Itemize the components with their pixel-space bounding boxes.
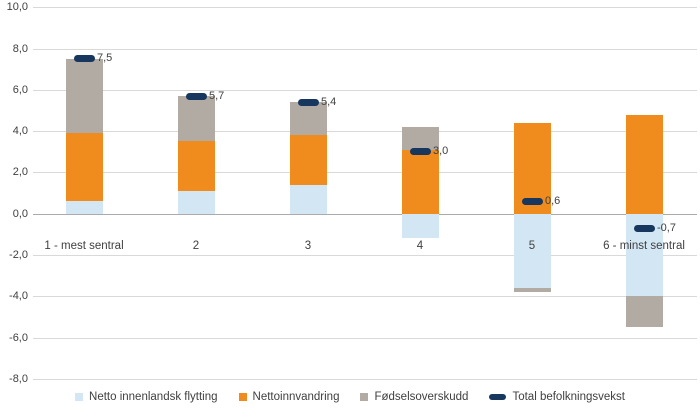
bar-segment <box>401 213 439 239</box>
chart-legend: Netto innenlandsk flytting Nettoinnvandr… <box>0 391 700 403</box>
legend-swatch-fodselsoverskudd <box>360 393 369 401</box>
legend-label: Netto innenlandsk flytting <box>89 391 218 403</box>
y-axis-tick-label: 6,0 <box>12 83 28 96</box>
bar-segment <box>401 149 439 214</box>
total-value-label: 5,7 <box>209 89 225 102</box>
total-marker <box>73 55 95 63</box>
y-axis-tick-label: 8,0 <box>12 42 28 55</box>
total-value-label: 7,5 <box>97 52 113 65</box>
x-axis-category-label: 2 <box>192 240 200 252</box>
total-marker <box>521 197 543 205</box>
bar-segment <box>177 141 215 191</box>
bar-segment <box>625 114 663 214</box>
legend-item-nettoinnvandring: Nettoinnvandring <box>238 391 340 403</box>
legend-item-netto-innenlandsk-flytting: Netto innenlandsk flytting <box>75 391 218 403</box>
y-axis-tick-label: -8,0 <box>9 372 28 385</box>
total-value-label: 0,6 <box>545 194 561 207</box>
y-axis-tick-label: -4,0 <box>9 290 28 303</box>
bar-segment <box>625 296 663 328</box>
y-axis-tick-label: 0,0 <box>12 207 28 220</box>
legend-label: Total befolkningsvekst <box>512 391 625 403</box>
bar-segment <box>289 184 327 214</box>
legend-item-fodselsoverskudd: Fødselsoverskudd <box>360 391 468 403</box>
bar-segment <box>177 96 215 142</box>
zero-gridline <box>33 213 697 215</box>
y-axis-tick-label: -6,0 <box>9 331 28 344</box>
total-marker <box>185 92 207 100</box>
bar-segment <box>65 201 103 214</box>
gridline <box>33 89 697 91</box>
total-marker <box>409 148 431 156</box>
total-value-label: 5,4 <box>321 95 337 108</box>
gridline <box>33 255 697 256</box>
x-axis-category-label: 4 <box>416 240 424 252</box>
bar-segment <box>65 58 103 134</box>
legend-swatch-nettoinnvandring <box>238 393 247 401</box>
x-axis-category-label: 1 - mest sentral <box>44 240 124 252</box>
total-value-label: -0,7 <box>657 221 676 234</box>
x-axis-category-label: 5 <box>528 240 536 252</box>
gridline <box>33 296 697 298</box>
bar-segment <box>65 133 103 202</box>
gridline <box>33 378 697 380</box>
legend-label: Fødselsoverskudd <box>374 391 469 403</box>
x-axis-category-label: 3 <box>304 240 312 252</box>
y-axis-tick-label: -2,0 <box>9 249 28 261</box>
bar-segment <box>289 102 327 136</box>
y-axis-tick-label: 10,0 <box>6 1 28 14</box>
total-marker <box>633 224 655 232</box>
legend-item-total-befolkningsvekst: Total befolkningsvekst <box>489 391 625 403</box>
total-marker <box>297 98 319 106</box>
gridline <box>33 172 697 174</box>
gridline <box>33 337 697 339</box>
bar-segment <box>289 135 327 185</box>
bar-segment <box>177 191 215 214</box>
gridline <box>33 131 697 133</box>
x-axis-category-label: 6 - minst sentral <box>603 240 685 252</box>
total-value-label: 3,0 <box>433 145 449 158</box>
gridline <box>33 7 697 9</box>
bar-segment <box>513 213 551 288</box>
legend-swatch-netto-innenlandsk-flytting <box>75 393 84 401</box>
y-axis-tick-label: 2,0 <box>12 166 28 179</box>
legend-swatch-total-befolkningsvekst <box>489 394 507 400</box>
bar-segment <box>513 288 551 293</box>
legend-label: Nettoinnvandring <box>252 391 340 403</box>
gridline <box>33 48 697 50</box>
bar-segment <box>401 127 439 150</box>
y-axis-tick-label: 4,0 <box>12 125 28 138</box>
